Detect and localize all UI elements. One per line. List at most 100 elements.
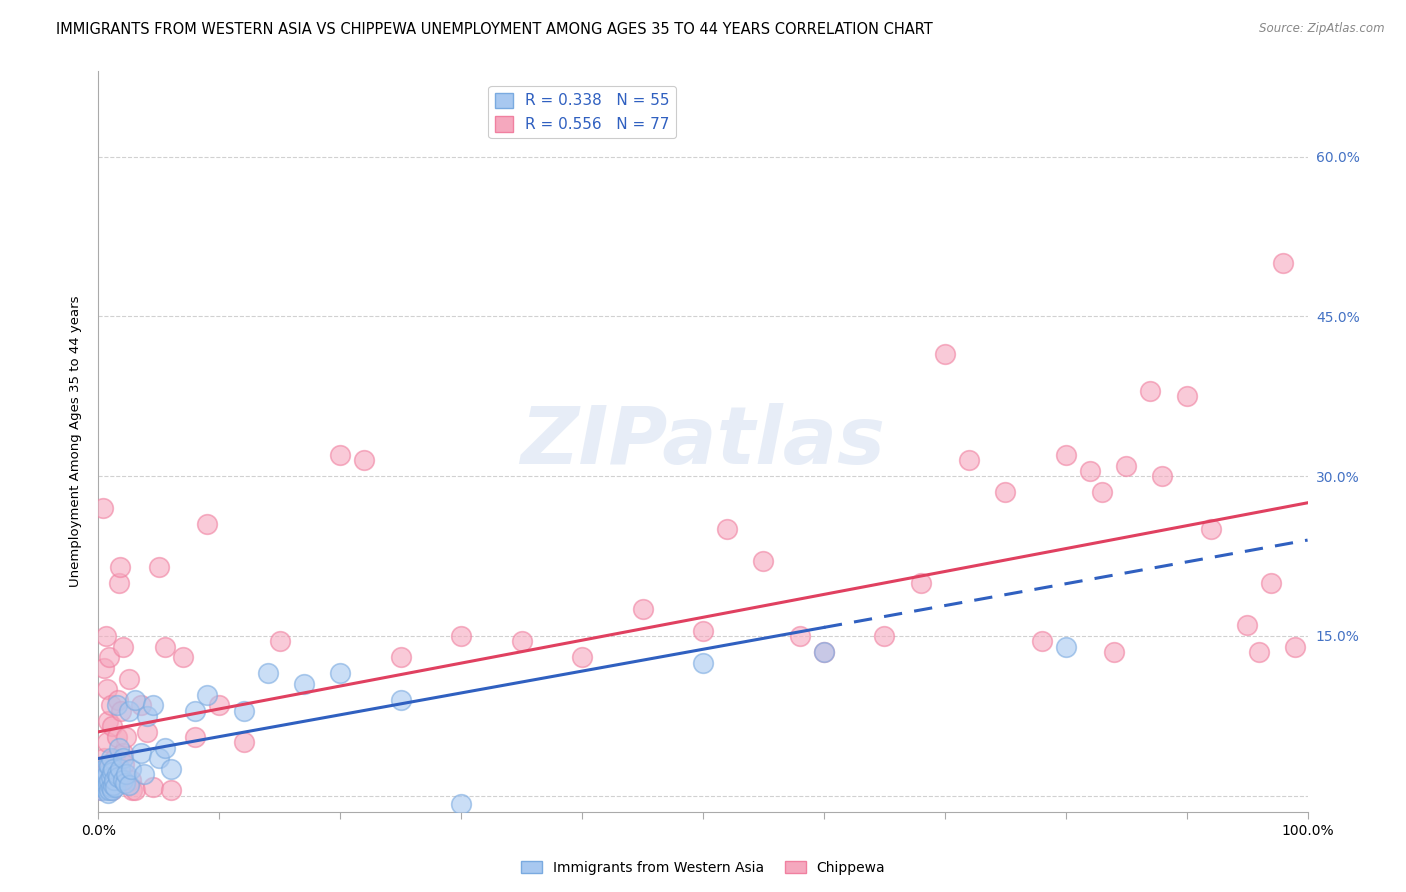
Point bbox=[571, 650, 593, 665]
Point bbox=[103, 772, 125, 787]
Point bbox=[134, 767, 156, 781]
Point bbox=[98, 650, 121, 665]
Point bbox=[100, 719, 122, 733]
Point bbox=[994, 485, 1017, 500]
Point bbox=[98, 783, 121, 797]
Point bbox=[1115, 458, 1137, 473]
Point bbox=[195, 517, 218, 532]
Point bbox=[1054, 640, 1077, 654]
Point bbox=[208, 698, 231, 713]
Point bbox=[104, 780, 127, 795]
Point bbox=[108, 740, 131, 755]
Point bbox=[111, 772, 134, 787]
Point bbox=[111, 640, 134, 654]
Point bbox=[100, 765, 122, 780]
Point bbox=[153, 740, 176, 755]
Point bbox=[510, 634, 533, 648]
Point bbox=[813, 645, 835, 659]
Point bbox=[148, 751, 170, 765]
Point bbox=[98, 772, 121, 787]
Point bbox=[108, 559, 131, 574]
Point bbox=[692, 656, 714, 670]
Text: IMMIGRANTS FROM WESTERN ASIA VS CHIPPEWA UNEMPLOYMENT AMONG AGES 35 TO 44 YEARS : IMMIGRANTS FROM WESTERN ASIA VS CHIPPEWA… bbox=[56, 22, 934, 37]
Point bbox=[450, 797, 472, 812]
Point bbox=[1249, 645, 1271, 659]
Point bbox=[120, 772, 142, 787]
Point bbox=[129, 698, 152, 713]
Point bbox=[172, 650, 194, 665]
Point bbox=[94, 778, 117, 792]
Point bbox=[873, 629, 896, 643]
Point bbox=[329, 666, 352, 681]
Point bbox=[90, 783, 112, 797]
Point bbox=[1284, 640, 1306, 654]
Point bbox=[160, 762, 183, 776]
Point bbox=[101, 778, 124, 792]
Point bbox=[91, 780, 114, 795]
Point bbox=[101, 767, 124, 781]
Point bbox=[1102, 645, 1125, 659]
Point bbox=[389, 650, 412, 665]
Point bbox=[96, 778, 118, 792]
Point bbox=[103, 770, 125, 784]
Point bbox=[184, 730, 207, 744]
Point bbox=[115, 730, 138, 744]
Point bbox=[789, 629, 811, 643]
Point bbox=[97, 776, 120, 790]
Point bbox=[1272, 256, 1295, 270]
Point bbox=[100, 780, 122, 795]
Point bbox=[105, 730, 128, 744]
Point bbox=[142, 698, 165, 713]
Point bbox=[97, 714, 120, 728]
Point bbox=[450, 629, 472, 643]
Point bbox=[115, 767, 138, 781]
Point bbox=[124, 783, 146, 797]
Point bbox=[910, 575, 932, 590]
Point bbox=[957, 453, 980, 467]
Point bbox=[105, 767, 128, 781]
Point bbox=[100, 698, 122, 713]
Point bbox=[100, 783, 122, 797]
Point bbox=[232, 704, 254, 718]
Point bbox=[135, 709, 157, 723]
Point bbox=[100, 756, 122, 771]
Point bbox=[389, 693, 412, 707]
Point bbox=[91, 501, 114, 516]
Point bbox=[934, 346, 956, 360]
Point bbox=[94, 770, 117, 784]
Point bbox=[1091, 485, 1114, 500]
Point bbox=[292, 677, 315, 691]
Point bbox=[184, 704, 207, 718]
Point bbox=[1260, 575, 1282, 590]
Point bbox=[1236, 618, 1258, 632]
Point bbox=[93, 762, 115, 776]
Point bbox=[118, 672, 141, 686]
Point bbox=[111, 751, 134, 765]
Point bbox=[232, 735, 254, 749]
Point bbox=[124, 693, 146, 707]
Point bbox=[96, 735, 118, 749]
Legend: Immigrants from Western Asia, Chippewa: Immigrants from Western Asia, Chippewa bbox=[515, 855, 891, 880]
Point bbox=[98, 772, 121, 787]
Point bbox=[90, 783, 112, 797]
Point bbox=[96, 682, 118, 697]
Point bbox=[100, 770, 122, 784]
Point bbox=[1078, 464, 1101, 478]
Point bbox=[100, 783, 122, 797]
Point bbox=[93, 751, 115, 765]
Point bbox=[135, 724, 157, 739]
Point bbox=[269, 634, 291, 648]
Point bbox=[1199, 523, 1222, 537]
Point bbox=[153, 640, 176, 654]
Point bbox=[142, 780, 165, 795]
Point bbox=[631, 602, 654, 616]
Point bbox=[91, 778, 114, 792]
Point bbox=[98, 759, 121, 773]
Point bbox=[121, 783, 143, 797]
Point bbox=[118, 704, 141, 718]
Point bbox=[94, 629, 117, 643]
Point bbox=[1139, 384, 1161, 398]
Y-axis label: Unemployment Among Ages 35 to 44 years: Unemployment Among Ages 35 to 44 years bbox=[69, 296, 83, 587]
Point bbox=[93, 772, 115, 787]
Point bbox=[97, 762, 120, 776]
